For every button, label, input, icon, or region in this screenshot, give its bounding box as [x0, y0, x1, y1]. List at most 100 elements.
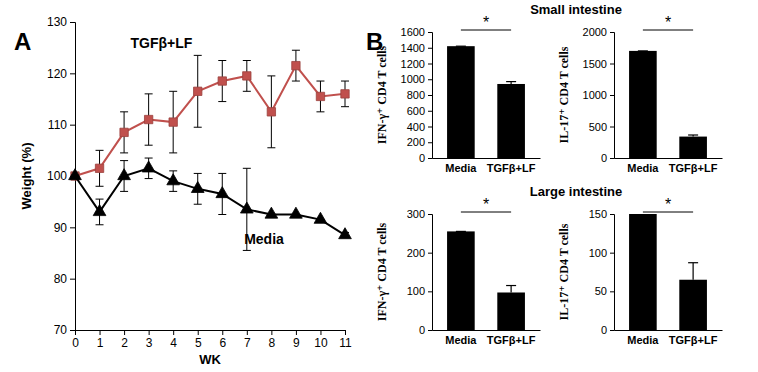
- error-bar: [341, 81, 349, 107]
- tick-mark: [222, 330, 223, 335]
- tick: 70: [54, 323, 75, 337]
- bar: [679, 137, 707, 158]
- marker: [216, 187, 229, 198]
- tick-label: 0: [72, 336, 79, 350]
- error-bar: [638, 214, 648, 215]
- axis-line: [615, 158, 723, 159]
- marker: [118, 169, 131, 180]
- error-cap: [169, 91, 177, 92]
- tick-mark: [428, 127, 432, 128]
- tick-label: 11: [339, 336, 352, 350]
- error-cap: [316, 111, 324, 112]
- tick-mark: [70, 22, 75, 23]
- error-bar: [638, 50, 648, 51]
- tick: Media: [627, 158, 659, 174]
- axis-line: [428, 215, 433, 331]
- tick: 1000: [401, 73, 432, 85]
- tick-mark: [428, 214, 432, 215]
- tick-mark: [610, 253, 614, 254]
- tick-mark: [70, 330, 75, 331]
- tick-label: 130: [47, 15, 67, 29]
- tick: 9: [293, 330, 300, 350]
- tick-mark: [70, 279, 75, 280]
- y-axis-title: IFN-γ⁺ CD4 T cells: [375, 45, 389, 144]
- tick-label: 10: [314, 336, 328, 350]
- tick-label: Media: [445, 334, 477, 346]
- error-cap: [194, 173, 202, 174]
- bar: [679, 280, 707, 330]
- tick: Media: [445, 330, 477, 346]
- bar: [497, 84, 525, 158]
- tick: 90: [54, 221, 75, 235]
- tick: 600: [407, 105, 432, 117]
- error-cap: [688, 262, 698, 263]
- marker: [316, 92, 324, 100]
- tick: 500: [589, 121, 614, 133]
- tick-label: Media: [627, 162, 659, 174]
- tick-label: Media: [627, 334, 659, 346]
- error-bar: [506, 82, 516, 84]
- marker: [93, 205, 106, 216]
- series-line: [75, 168, 345, 235]
- tick: 120: [47, 67, 75, 81]
- tick-label: 100: [407, 285, 425, 297]
- tick-label: 3: [146, 336, 153, 350]
- tick-label: 100: [47, 169, 67, 183]
- tick-mark: [610, 214, 614, 215]
- tick-mark: [610, 95, 614, 96]
- tick-label: 5: [195, 336, 202, 350]
- tick-mark: [428, 291, 432, 292]
- tick-label: 120: [47, 67, 67, 81]
- error-cap: [120, 111, 128, 112]
- x-axis: Media TGFβ+LF: [433, 158, 541, 174]
- tick-mark: [198, 330, 199, 335]
- tick-mark: [345, 330, 346, 335]
- tick: TGFβ+LF: [669, 158, 718, 174]
- tick-label: 0: [419, 324, 425, 336]
- error-cap: [169, 152, 177, 153]
- tick: 1: [97, 330, 104, 350]
- bar: [447, 46, 475, 158]
- error-cap: [120, 160, 128, 161]
- tick-label: TGFβ+LF: [487, 162, 536, 174]
- chart-line: 01234567891011708090100110120130TGFβ+LFM…: [19, 15, 352, 367]
- error-bar: [456, 46, 466, 47]
- tick: 0: [601, 324, 614, 336]
- error-cap: [96, 199, 104, 200]
- tick: 4: [170, 330, 177, 350]
- tick-label: TGFβ+LF: [669, 334, 718, 346]
- error-cap: [145, 178, 153, 179]
- tick-label: 2000: [583, 26, 607, 38]
- tick-label: 1000: [401, 73, 425, 85]
- series-label: TGFβ+LF: [130, 35, 192, 51]
- error-cap: [145, 145, 153, 146]
- tick-label: 100: [589, 247, 607, 259]
- tick: Media: [445, 158, 477, 174]
- tick-mark: [428, 64, 432, 65]
- error-bar: [292, 50, 300, 81]
- tick: 200: [407, 136, 432, 148]
- tick-label: 6: [219, 336, 226, 350]
- tick-label: 200: [407, 247, 425, 259]
- tick: 0: [72, 330, 79, 350]
- tick-label: 1600: [401, 26, 425, 38]
- tick: 1400: [401, 42, 432, 54]
- error-cap: [267, 75, 275, 76]
- tick-label: 1: [97, 336, 104, 350]
- tick-label: 1000: [583, 89, 607, 101]
- error-bar: [456, 231, 466, 232]
- error-cap: [316, 81, 324, 82]
- tick-mark: [610, 127, 614, 128]
- error-bar: [506, 286, 516, 293]
- tick: 6: [219, 330, 226, 350]
- plot-area: [629, 214, 707, 330]
- error-cap: [120, 152, 128, 153]
- significance-label: *: [483, 196, 489, 213]
- tick-mark: [124, 330, 125, 335]
- tick: TGFβ+LF: [487, 330, 536, 346]
- tick-mark: [428, 330, 432, 331]
- tick-label: 1500: [583, 58, 607, 70]
- tick-label: 8: [269, 336, 276, 350]
- significance-label: *: [483, 14, 489, 31]
- y-axis: 02004006008001000120014001600: [401, 26, 433, 164]
